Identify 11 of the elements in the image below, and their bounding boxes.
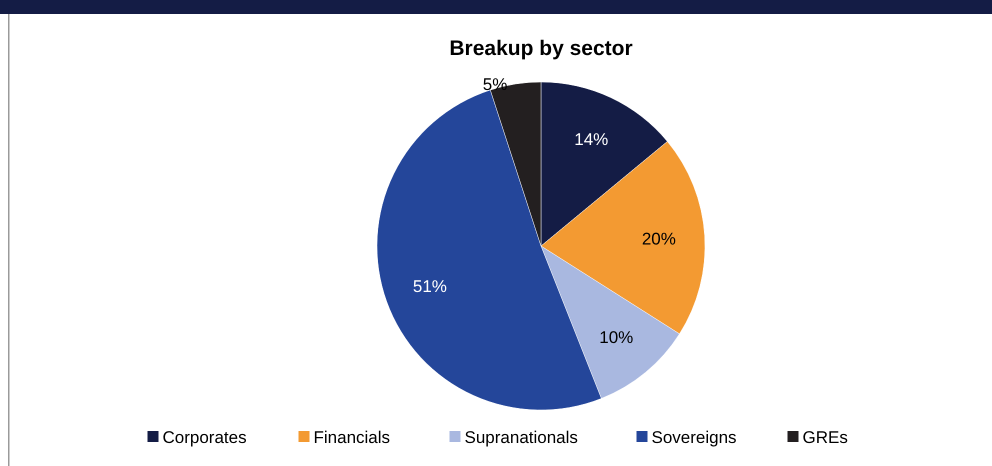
chart-title: Breakup by sector <box>449 37 633 60</box>
legend-label: Supranationals <box>464 428 578 447</box>
data-label: 10% <box>599 328 634 347</box>
data-label: 14% <box>574 130 608 150</box>
legend-label: Sovereigns <box>652 428 737 447</box>
data-label: 5% <box>482 74 508 94</box>
legend-label: Corporates <box>162 428 247 447</box>
data-label: 51% <box>412 276 447 296</box>
legend-label: GREs <box>802 428 848 447</box>
legend-label: Financials <box>314 428 390 447</box>
data-label: 20% <box>642 230 676 249</box>
